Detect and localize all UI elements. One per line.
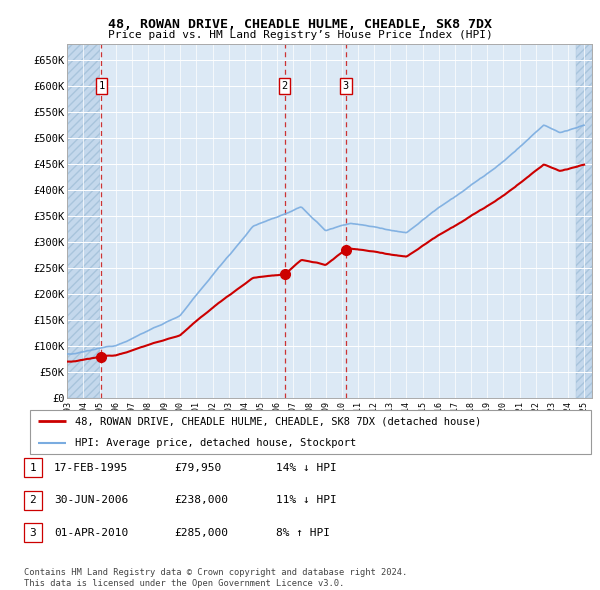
Text: Price paid vs. HM Land Registry’s House Price Index (HPI): Price paid vs. HM Land Registry’s House … <box>107 30 493 40</box>
Text: 17-FEB-1995: 17-FEB-1995 <box>54 463 128 473</box>
Text: 8% ↑ HPI: 8% ↑ HPI <box>276 528 330 537</box>
Text: £238,000: £238,000 <box>174 496 228 505</box>
Text: 3: 3 <box>29 528 37 537</box>
Text: 48, ROWAN DRIVE, CHEADLE HULME, CHEADLE, SK8 7DX (detached house): 48, ROWAN DRIVE, CHEADLE HULME, CHEADLE,… <box>75 416 481 426</box>
Text: £285,000: £285,000 <box>174 528 228 537</box>
Text: 2: 2 <box>29 496 37 505</box>
Text: 2: 2 <box>281 81 288 91</box>
Text: 14% ↓ HPI: 14% ↓ HPI <box>276 463 337 473</box>
Text: 3: 3 <box>343 81 349 91</box>
Text: 11% ↓ HPI: 11% ↓ HPI <box>276 496 337 505</box>
Text: £79,950: £79,950 <box>174 463 221 473</box>
Bar <box>576 44 592 398</box>
Text: Contains HM Land Registry data © Crown copyright and database right 2024.
This d: Contains HM Land Registry data © Crown c… <box>24 568 407 588</box>
Text: HPI: Average price, detached house, Stockport: HPI: Average price, detached house, Stoc… <box>75 438 356 448</box>
Text: 01-APR-2010: 01-APR-2010 <box>54 528 128 537</box>
Bar <box>67 44 100 398</box>
Text: 48, ROWAN DRIVE, CHEADLE HULME, CHEADLE, SK8 7DX: 48, ROWAN DRIVE, CHEADLE HULME, CHEADLE,… <box>108 18 492 31</box>
Text: 1: 1 <box>29 463 37 473</box>
Text: 30-JUN-2006: 30-JUN-2006 <box>54 496 128 505</box>
FancyBboxPatch shape <box>30 410 591 454</box>
Text: 1: 1 <box>98 81 104 91</box>
